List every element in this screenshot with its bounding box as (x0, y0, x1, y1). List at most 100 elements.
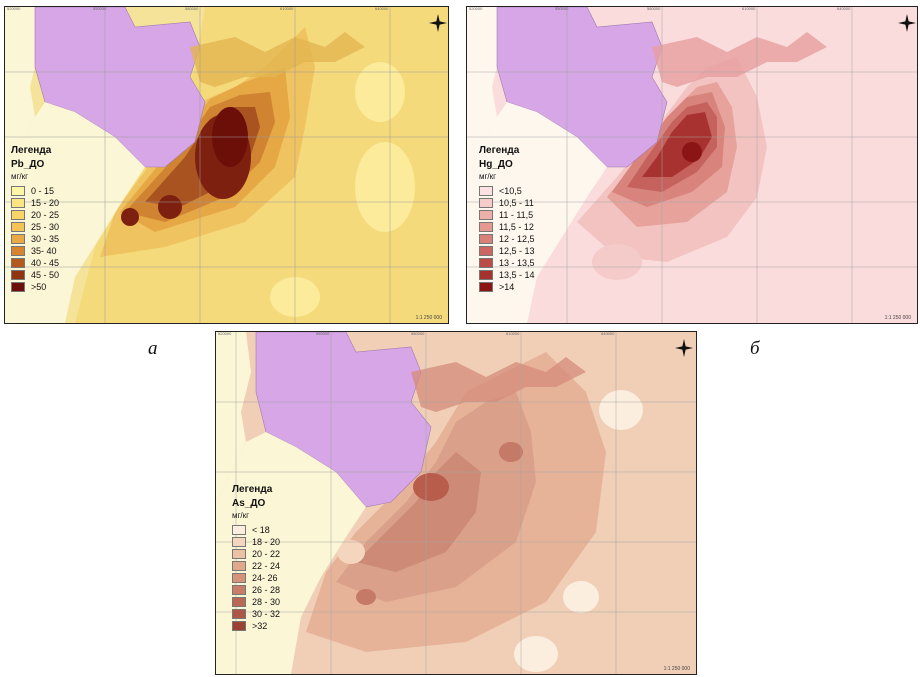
legend-label: 40 - 45 (31, 258, 60, 268)
low-zone-2 (355, 142, 415, 232)
grid-lines (216, 332, 696, 674)
legend-swatch (479, 186, 493, 196)
as-map (216, 332, 696, 674)
grid-lines (467, 7, 917, 323)
tick-label: 640000 (837, 6, 851, 11)
legend-label: 35- 40 (31, 246, 57, 256)
legend-item: >32 (232, 620, 280, 632)
legend-item: 13,5 - 14 (479, 269, 535, 281)
tick-label: 520000 (218, 331, 232, 336)
legend-item: 12,5 - 13 (479, 245, 535, 257)
legend-label: 28 - 30 (252, 597, 281, 607)
legend-swatch (11, 222, 25, 232)
hotspot-north (413, 473, 449, 501)
legend-item: 0 - 15 (11, 185, 59, 197)
legend-swatch (11, 282, 25, 292)
legend-label: 15 - 20 (31, 198, 60, 208)
tick-label: 520000 (7, 6, 21, 11)
hotspot-east (499, 442, 523, 462)
legend-swatch (479, 270, 493, 280)
caption-b: б (750, 338, 760, 359)
scale-label: 1:1 250 000 (884, 315, 911, 321)
hotspot-south (356, 589, 376, 605)
legend-item: 28 - 30 (232, 596, 280, 608)
legend-swatch (232, 597, 246, 607)
legend-item: 10,5 - 11 (479, 197, 535, 209)
legend-title: Легенда (11, 145, 52, 156)
north-arrow-icon (675, 339, 693, 357)
legend-label: 13 - 13,5 (499, 258, 535, 268)
legend-swatch (11, 258, 25, 268)
legend-item: 11,5 - 12 (479, 221, 535, 233)
legend-item: 45 - 50 (11, 269, 59, 281)
legend-item: <10,5 (479, 185, 535, 197)
low-zone-1 (599, 390, 643, 430)
map-panel-hg: Легенда Hg_ДО мг/кг <10,5 10,5 - 11 11 - 1… (466, 6, 918, 324)
legend-label: >14 (499, 282, 515, 292)
tick-label: 520000 (469, 6, 483, 11)
legend-swatch (232, 573, 246, 583)
legend-swatch (11, 210, 25, 220)
legend-swatch (479, 198, 493, 208)
legend-item: 20 - 25 (11, 209, 59, 221)
legend-swatch (11, 186, 25, 196)
legend-label: 24- 26 (252, 573, 278, 583)
tick-label: 610000 (506, 331, 520, 336)
hotspot-1 (158, 195, 182, 219)
legend-label: 45 - 50 (31, 270, 60, 280)
low-zone-1 (355, 62, 405, 122)
tick-label: 640000 (601, 331, 615, 336)
legend-rows: <10,5 10,5 - 11 11 - 11,5 11,5 - 12 12 - 12,… (479, 185, 535, 293)
legend-swatch (479, 210, 493, 220)
scale-label: 1:1 250 000 (415, 315, 442, 321)
legend-swatch (479, 246, 493, 256)
legend-item: 11 - 11,5 (479, 209, 535, 221)
legend-label: 11 - 11,5 (499, 210, 534, 220)
legend-swatch (232, 585, 246, 595)
legend-unit: мг/кг (479, 172, 497, 181)
hotspot-2 (121, 208, 139, 226)
legend-item: 20 - 22 (232, 548, 280, 560)
legend-label: 10,5 - 11 (499, 198, 534, 208)
legend-swatch (11, 246, 25, 256)
legend-label: 22 - 24 (252, 561, 281, 571)
legend-swatch (232, 609, 246, 619)
grid-lines (5, 7, 448, 323)
legend-item: 40 - 45 (11, 257, 59, 269)
legend-swatch (11, 198, 25, 208)
legend-label: 26 - 28 (252, 585, 281, 595)
legend-field: Pb_ДО (11, 159, 45, 170)
tick-label: 580000 (411, 331, 425, 336)
tick-label: 640000 (375, 6, 389, 11)
coastal-islands (411, 357, 586, 412)
tick-label: 580000 (185, 6, 199, 11)
legend-unit: мг/кг (11, 172, 29, 181)
legend-swatch (479, 234, 493, 244)
tick-label: 610000 (280, 6, 294, 11)
legend-item: 25 - 30 (11, 221, 59, 233)
legend-title: Легенда (479, 145, 520, 156)
land-west (467, 7, 502, 177)
legend-swatch (232, 561, 246, 571)
tick-label: 580000 (647, 6, 661, 11)
legend-swatch (11, 270, 25, 280)
legend-item: 26 - 28 (232, 584, 280, 596)
legend-item: 30 - 32 (232, 608, 280, 620)
legend-item: 24- 26 (232, 572, 280, 584)
scale-label: 1:1 250 000 (663, 666, 690, 672)
legend-label: 30 - 32 (252, 609, 281, 619)
legend-item: 13 - 13,5 (479, 257, 535, 269)
legend-swatch (479, 258, 493, 268)
legend-item: 12 - 12,5 (479, 233, 535, 245)
legend-swatch (232, 537, 246, 547)
tick-label: 550000 (316, 331, 330, 336)
legend-rows: 0 - 15 15 - 20 20 - 25 25 - 30 30 - 35 35- 40… (11, 185, 59, 293)
legend-label: 30 - 35 (31, 234, 60, 244)
low-zone-3 (514, 636, 558, 672)
legend-swatch (232, 525, 246, 535)
land-south (467, 102, 607, 323)
legend-item: >14 (479, 281, 535, 293)
legend-label: < 18 (252, 525, 270, 535)
legend-label: <10,5 (499, 186, 522, 196)
legend-label: 12 - 12,5 (499, 234, 535, 244)
